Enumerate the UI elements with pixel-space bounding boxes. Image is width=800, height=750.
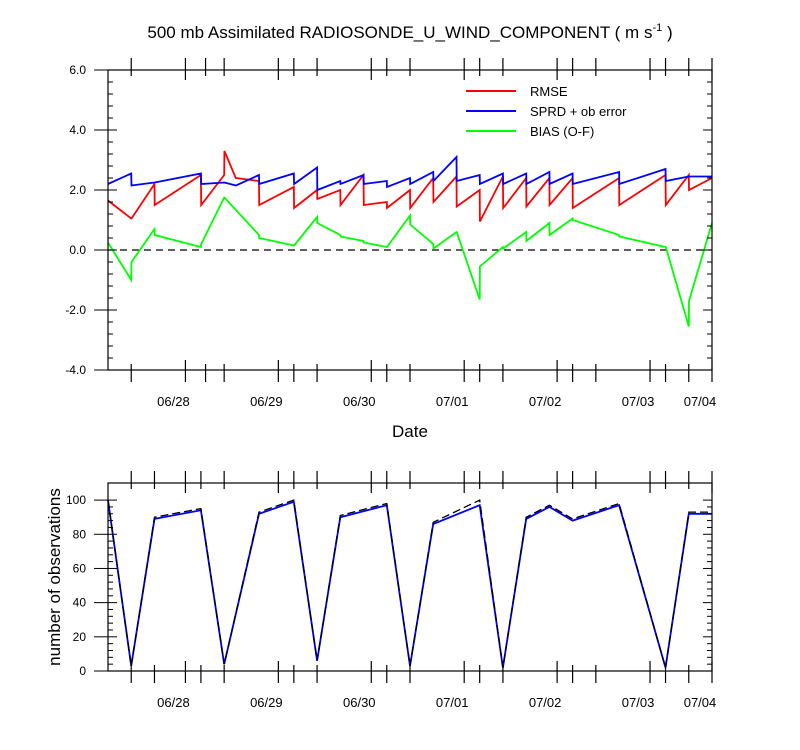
x-tick-label: 07/02 bbox=[529, 695, 562, 710]
y-tick-label: 2.0 bbox=[69, 183, 86, 197]
y-tick-label: 80 bbox=[73, 527, 87, 541]
series-line-0 bbox=[107, 150, 713, 222]
legend: RMSE SPRD + ob error BIAS (O-F) bbox=[466, 84, 627, 139]
series-line-2 bbox=[107, 196, 713, 327]
y-tick-label: 6.0 bbox=[69, 63, 86, 77]
y-tick-label: 100 bbox=[66, 493, 86, 507]
series-line-0 bbox=[107, 499, 712, 668]
series-line-1 bbox=[107, 499, 712, 668]
y-tick-label: -2.0 bbox=[65, 303, 86, 317]
x-tick-label: 07/01 bbox=[436, 695, 469, 710]
legend-label-bias: BIAS (O-F) bbox=[530, 124, 594, 139]
y-tick-label: 0.0 bbox=[69, 243, 86, 257]
y-tick-label: 4.0 bbox=[69, 123, 86, 137]
y-tick-label: 40 bbox=[73, 596, 87, 610]
bottom-panel: 0 20 40 60 80 100 06/28 06/29 06/30 07/01 07/02 07/… bbox=[45, 471, 716, 710]
x-tick-label: 07/03 bbox=[622, 394, 655, 409]
x-tick-label: 07/02 bbox=[529, 394, 562, 409]
series-line-1 bbox=[107, 154, 712, 192]
top-panel: -4.0 -2.0 0.0 2.0 4.0 6.0 06/28 06/29 06/30 07/01… bbox=[65, 58, 716, 441]
chart-title: 500 mb Assimilated RADIOSONDE_U_WIND_COM… bbox=[147, 22, 672, 42]
y-tick-label: 20 bbox=[73, 630, 87, 644]
x-tick-label: 06/29 bbox=[250, 695, 283, 710]
x-tick-label: 07/03 bbox=[622, 695, 655, 710]
y-tick-label: 60 bbox=[73, 561, 87, 575]
x-tick-label: 06/30 bbox=[343, 695, 376, 710]
title-unit-superscript: -1 bbox=[652, 22, 662, 34]
x-tick-label: 06/30 bbox=[343, 394, 376, 409]
x-tick-label: 07/04 bbox=[684, 394, 717, 409]
x-tick-label: 07/01 bbox=[436, 394, 469, 409]
y-tick-label: 0 bbox=[79, 664, 86, 678]
x-tick-label: 06/28 bbox=[157, 695, 190, 710]
bottom-y-axis-label: number of observations bbox=[45, 488, 64, 666]
title-close: ) bbox=[662, 23, 672, 42]
legend-label-rmse: RMSE bbox=[530, 84, 568, 99]
y-tick-label: -4.0 bbox=[65, 363, 86, 377]
x-tick-label: 06/29 bbox=[250, 394, 283, 409]
top-x-axis-label: Date bbox=[392, 422, 428, 441]
x-tick-label: 06/28 bbox=[157, 394, 190, 409]
x-tick-label: 07/04 bbox=[684, 695, 717, 710]
legend-label-sprd: SPRD + ob error bbox=[530, 104, 627, 119]
